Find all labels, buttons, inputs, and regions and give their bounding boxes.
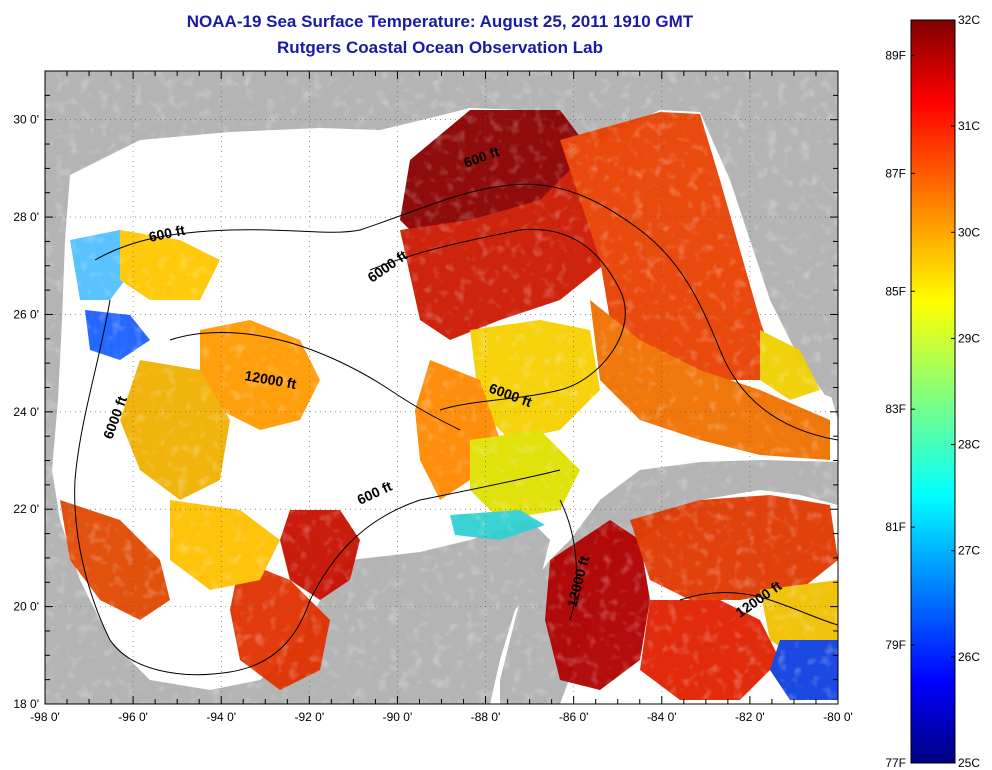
lat-tick-label: 18 0' <box>13 697 39 711</box>
cloud-mask-overlay <box>45 71 838 704</box>
lat-tick-label: 20 0' <box>13 600 39 614</box>
lon-tick-label: -82 0' <box>735 710 765 724</box>
colorbar-celsius-label: 31C <box>958 119 980 133</box>
lon-tick-label: -88 0' <box>471 710 501 724</box>
bathymetry-contours <box>74 183 838 676</box>
colorbar-celsius-label: 30C <box>958 225 980 239</box>
lat-tick-label: 24 0' <box>13 405 39 419</box>
colorbar-labels: 32C 31C 30C 29C 28C 27C 26C 25C 89F 87F 85F 83F 81F 7… <box>885 13 980 770</box>
lat-tick-label: 30 0' <box>13 113 39 127</box>
colorbar-fahrenheit-label: 85F <box>885 284 906 298</box>
contour-label: 600 ft <box>147 222 186 245</box>
colorbar-celsius-label: 29C <box>958 331 980 345</box>
colorbar: 32C 31C 30C 29C 28C 27C 26C 25C 89F 87F 85F 83F 81F 7… <box>885 13 980 770</box>
contour-12000ft <box>169 332 838 626</box>
map-subtitle: Rutgers Coastal Ocean Observation Lab <box>277 38 603 57</box>
lon-tick-label: -92 0' <box>295 710 325 724</box>
colorbar-celsius-label: 27C <box>958 544 980 558</box>
colorbar-celsius-label: 32C <box>958 13 980 27</box>
lon-tick-label: -98 0' <box>30 710 60 724</box>
lon-tick-label: -90 0' <box>383 710 413 724</box>
colorbar-ramp <box>910 19 956 764</box>
map-title: NOAA-19 Sea Surface Temperature: August … <box>186 12 694 31</box>
lat-tick-label: 28 0' <box>13 210 39 224</box>
plot-area: 600 ft 600 ft 600 ft 6000 ft 6000 ft 600… <box>45 71 838 704</box>
lon-tick-label: -86 0' <box>559 710 589 724</box>
colorbar-fahrenheit-label: 79F <box>885 638 906 652</box>
colorbar-fahrenheit-label: 89F <box>885 48 906 62</box>
colorbar-celsius-label: 28C <box>958 438 980 452</box>
lon-tick-label: -94 0' <box>206 710 236 724</box>
lon-tick-label: -84 0' <box>647 710 677 724</box>
lon-tick-label: -96 0' <box>118 710 148 724</box>
grid-lines <box>45 71 838 704</box>
contour-6000ft <box>74 228 626 676</box>
colorbar-fahrenheit-label: 87F <box>885 166 906 180</box>
colorbar-fahrenheit-label: 83F <box>885 402 906 416</box>
colorbar-celsius-label: 26C <box>958 650 980 664</box>
lon-tick-label: -80 0' <box>823 710 853 724</box>
contour-600ft <box>94 183 838 441</box>
colorbar-fahrenheit-label: 81F <box>885 520 906 534</box>
lat-tick-label: 22 0' <box>13 502 39 516</box>
colorbar-celsius-label: 25C <box>958 756 980 770</box>
map-axes: -98 0' -96 0' -94 0' -92 0' -90 0' -88 0' -86 … <box>13 70 853 724</box>
lat-tick-label: 26 0' <box>13 307 39 321</box>
colorbar-fahrenheit-label: 77F <box>885 756 906 770</box>
